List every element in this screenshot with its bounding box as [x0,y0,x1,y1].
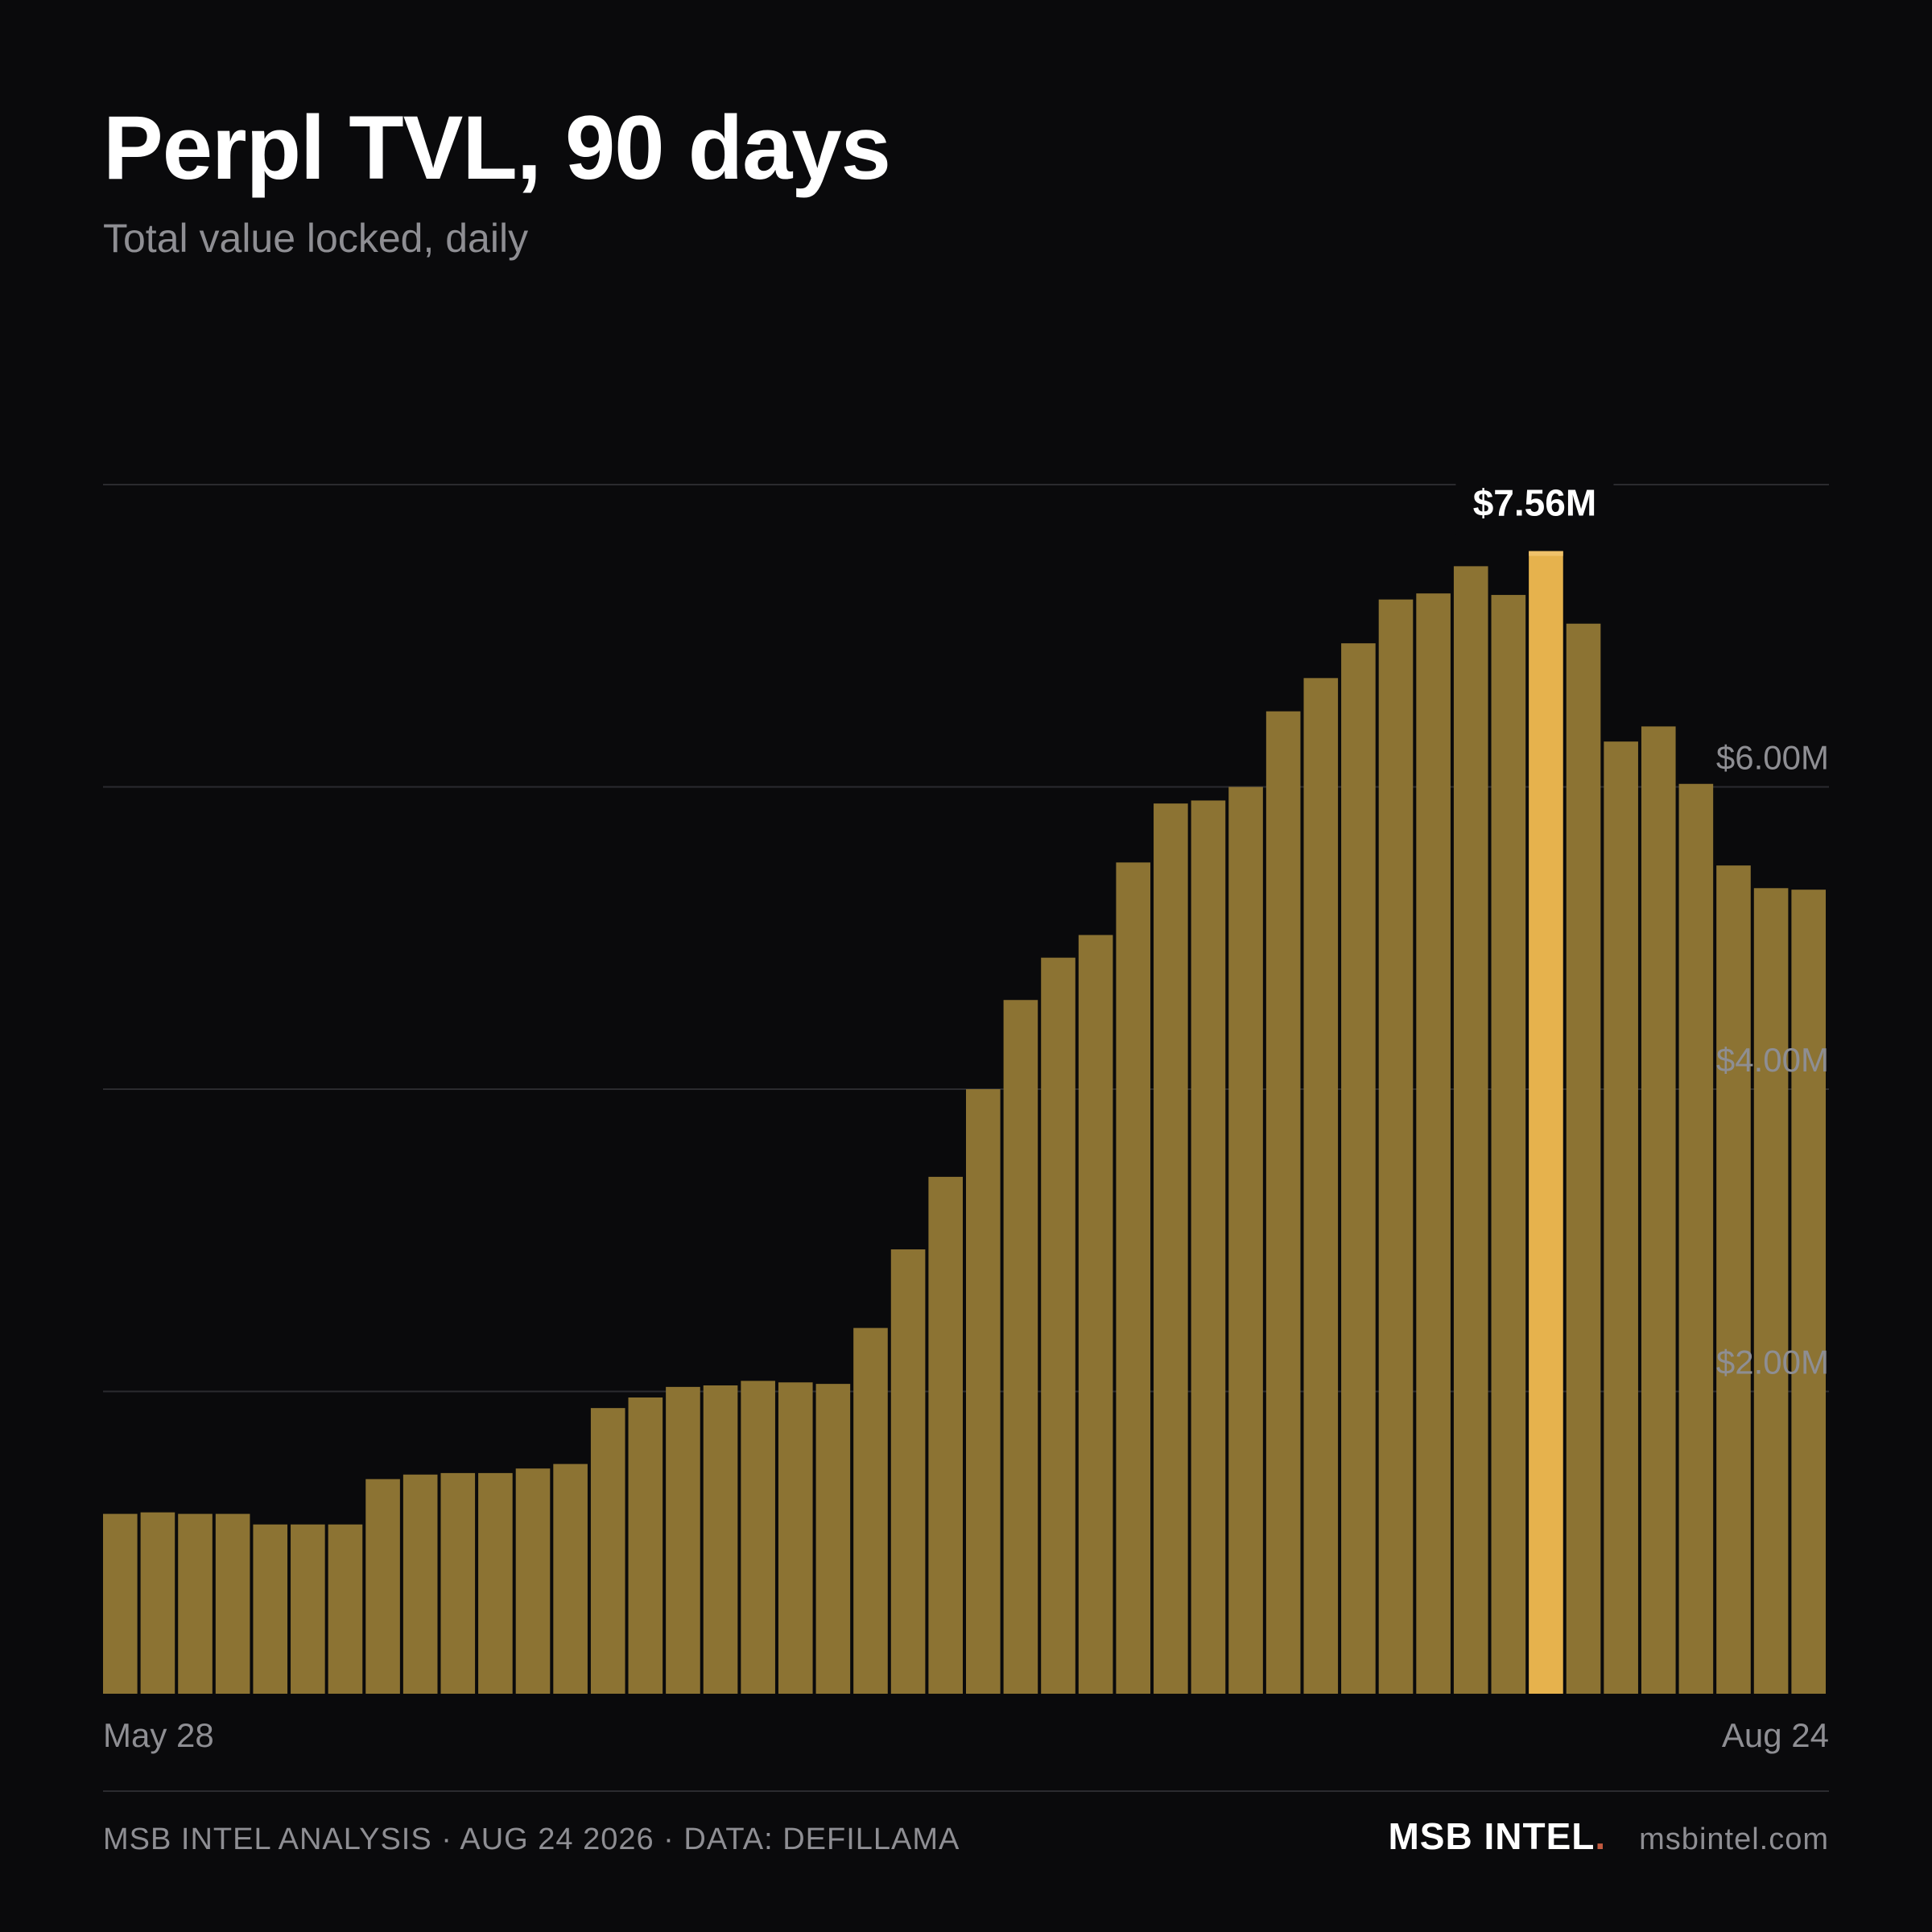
bar [215,1513,250,1694]
bar [1753,888,1789,1694]
bar [1378,599,1414,1695]
bar [1641,726,1676,1694]
peak-callout-bg [1455,470,1614,535]
bar [1003,1000,1038,1694]
bar [253,1524,288,1694]
bar [966,1089,1001,1694]
bar [1491,595,1526,1694]
bar [1265,711,1301,1694]
bar [703,1385,738,1694]
bar [478,1472,513,1694]
bar [1191,800,1226,1695]
bar [1116,862,1151,1694]
bar [291,1524,325,1694]
bar [440,1472,476,1694]
bar [666,1386,700,1694]
bar [1453,566,1488,1694]
y-tick-label: $4.00M [1716,1041,1829,1079]
bar [1416,593,1451,1695]
bar [553,1463,588,1694]
chart-subtitle: Total value locked, daily [103,216,529,261]
bar [1604,741,1638,1694]
bar [1716,865,1751,1694]
y-tick-label: $6.00M [1716,739,1829,777]
labels: $2.00M $4.00M $6.00M $7.56M May 28 Aug 24 [103,470,1829,1754]
bar [590,1408,625,1694]
bar [890,1249,926,1694]
bar [628,1397,663,1694]
bar [1566,623,1601,1694]
bar [853,1327,888,1694]
bar [402,1474,438,1694]
bar [515,1468,551,1694]
bar [103,1513,138,1694]
footer-brand-block: MSB INTEL. msbintel.com [1388,1814,1829,1858]
bar [1303,678,1339,1694]
bar [1228,786,1263,1694]
bar [778,1382,813,1694]
bar [815,1384,851,1694]
brand-dot: . [1595,1815,1606,1857]
footer-source: MSB INTEL ANALYSIS · AUG 24 2026 · DATA:… [103,1823,960,1856]
x-start-label: May 28 [103,1716,214,1754]
bar [1791,890,1826,1694]
bar [1678,783,1714,1694]
peak-bar-cap [1529,551,1563,556]
brand-logo: MSB INTEL [1388,1815,1596,1857]
x-end-label: Aug 24 [1722,1716,1829,1754]
bar [178,1513,213,1694]
bar [1078,935,1113,1694]
chart-title: Perpl TVL, 90 days [103,97,891,198]
y-tick-label: $2.00M [1716,1344,1829,1381]
bar [365,1479,400,1694]
bar [1041,957,1075,1694]
bar [1341,643,1376,1695]
bar [928,1176,963,1694]
site-link[interactable]: msbintel.com [1639,1823,1829,1856]
footer-divider [103,1790,1829,1792]
bar [140,1512,175,1694]
peak-bar [1529,551,1563,1694]
bars [103,551,1826,1695]
bar [1154,803,1188,1694]
bar [328,1524,363,1694]
bar [741,1381,775,1694]
peak-value-label: $7.56M [1473,482,1596,524]
